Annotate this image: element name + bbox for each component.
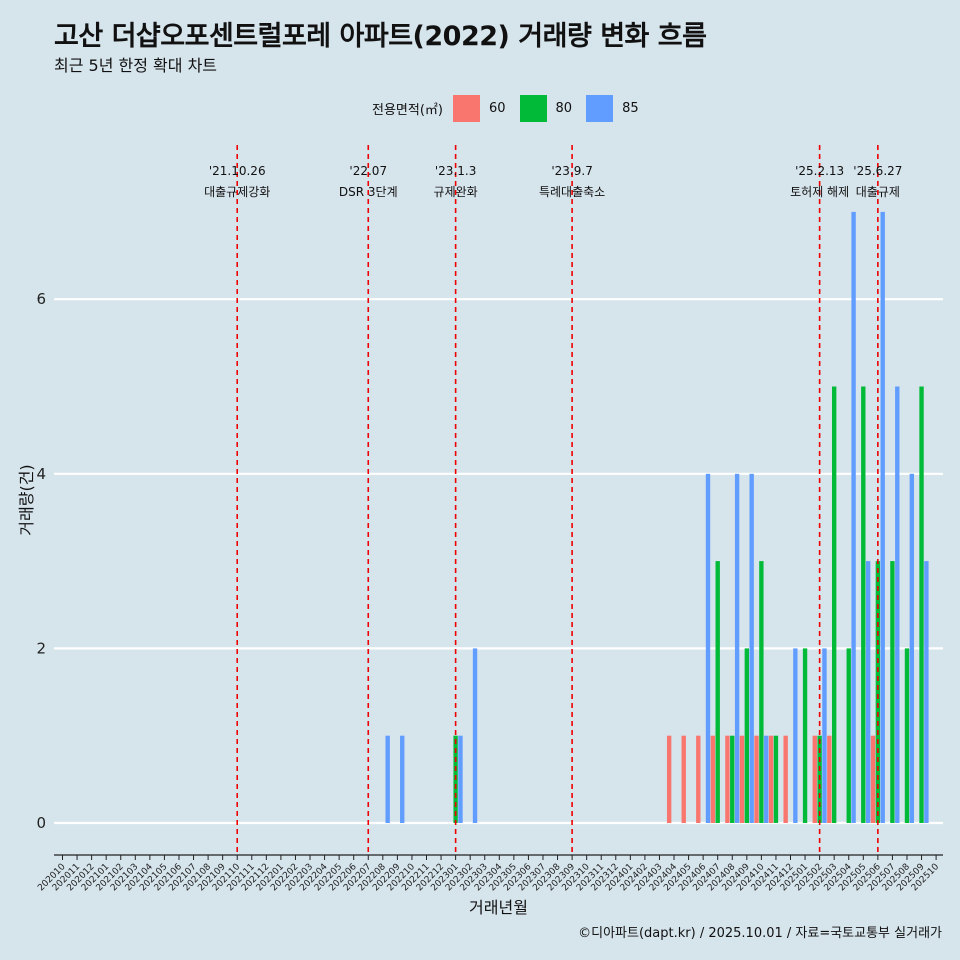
chart-subtitle: 최근 5년 한정 확대 차트: [54, 56, 218, 75]
legend-swatch-85: [586, 94, 614, 122]
event-name-label: 특례대출축소: [539, 185, 605, 199]
legend-item-60: 60: [452, 94, 506, 122]
bar-80-202407: [715, 561, 720, 823]
bar-60-202412: [783, 735, 788, 823]
event-name-label: 대출규제: [856, 185, 900, 199]
y-axis-title: 거래량(건): [17, 464, 36, 535]
bar-60-202410: [754, 735, 759, 823]
bar-85-202409: [749, 473, 754, 823]
bar-85-202209: [400, 735, 405, 823]
event-date-label: '25.2.13: [795, 164, 844, 178]
bar-60-202503: [827, 735, 832, 823]
bar-85-202410: [764, 735, 769, 823]
bar-80-202503: [831, 386, 837, 823]
bar-80-202501: [802, 648, 808, 823]
chart-title: 고산 더샵오포센트럴포레 아파트(2022) 거래량 변화 흐름: [54, 21, 707, 52]
bar-80-202504: [846, 648, 851, 823]
event-date-label: '23.1.3: [435, 164, 476, 178]
legend-item-85: 85: [586, 94, 639, 122]
bar-80-202508: [904, 648, 910, 823]
bar-60-202502: [812, 735, 817, 823]
x-axis-title: 거래년월: [469, 898, 528, 917]
legend-swatch-80: [519, 94, 547, 122]
event-date-label: '23.9.7: [551, 164, 592, 178]
bar-85-202208: [385, 735, 390, 823]
bar-80-202411: [773, 735, 779, 823]
bar-60-202405: [681, 735, 686, 823]
bar-85-202506: [880, 211, 885, 823]
event-name-label: 토허제 해제: [790, 185, 849, 199]
event-date-label: '21.10.26: [209, 164, 266, 178]
bar-60-202409: [739, 735, 745, 823]
bar-85-202502: [822, 648, 827, 823]
source-caption: ©디아파트(dapt.kr) / 2025.10.01 / 자료=국토교통부 실…: [578, 926, 942, 941]
y-tick-label: 4: [36, 465, 46, 483]
bar-85-202301: [458, 735, 463, 823]
legend-title: 전용면적(㎡): [372, 102, 443, 118]
bar-80-202408: [730, 735, 735, 823]
y-tick-label: 6: [36, 290, 46, 308]
bar-60-202406: [696, 735, 701, 823]
y-tick-label: 0: [36, 814, 46, 832]
bar-85-202509: [924, 561, 929, 823]
bar-80-202507: [890, 561, 895, 823]
bar-85-202505: [865, 561, 871, 823]
bar-85-202508: [909, 473, 915, 823]
bar-85-202406: [705, 473, 711, 823]
bar-85-202504: [851, 211, 856, 823]
event-date-label: '22.07: [349, 164, 387, 178]
bar-60-202411: [768, 735, 774, 823]
legend-item-80: 80: [519, 94, 573, 122]
bar-80-202505: [861, 386, 866, 823]
bar-80-202410: [759, 561, 764, 823]
legend: 전용면적(㎡) 60 80 85: [372, 94, 653, 122]
event-name-label: 규제완화: [434, 185, 478, 199]
legend-label-85: 85: [622, 100, 639, 116]
bar-60-202407: [710, 735, 716, 823]
bar-80-202409: [744, 648, 750, 823]
bar-85-202507: [895, 386, 900, 823]
bar-60-202408: [725, 735, 730, 823]
bar-85-202412: [793, 648, 798, 823]
legend-swatch-60: [452, 94, 480, 122]
event-name-label: DSR 3단계: [339, 185, 398, 199]
legend-label-60: 60: [488, 100, 506, 116]
bar-80-202509: [919, 386, 924, 823]
legend-label-80: 80: [555, 100, 573, 116]
bar-60-202404: [666, 735, 672, 823]
y-tick-label: 2: [36, 639, 46, 657]
bar-85-202302: [472, 648, 478, 823]
bar-80-202506: [875, 561, 881, 823]
bar-85-202408: [734, 473, 740, 823]
event-name-label: 대출규제강화: [204, 185, 270, 199]
event-date-label: '25.6.27: [853, 164, 902, 178]
bar-60-202506: [870, 735, 876, 823]
